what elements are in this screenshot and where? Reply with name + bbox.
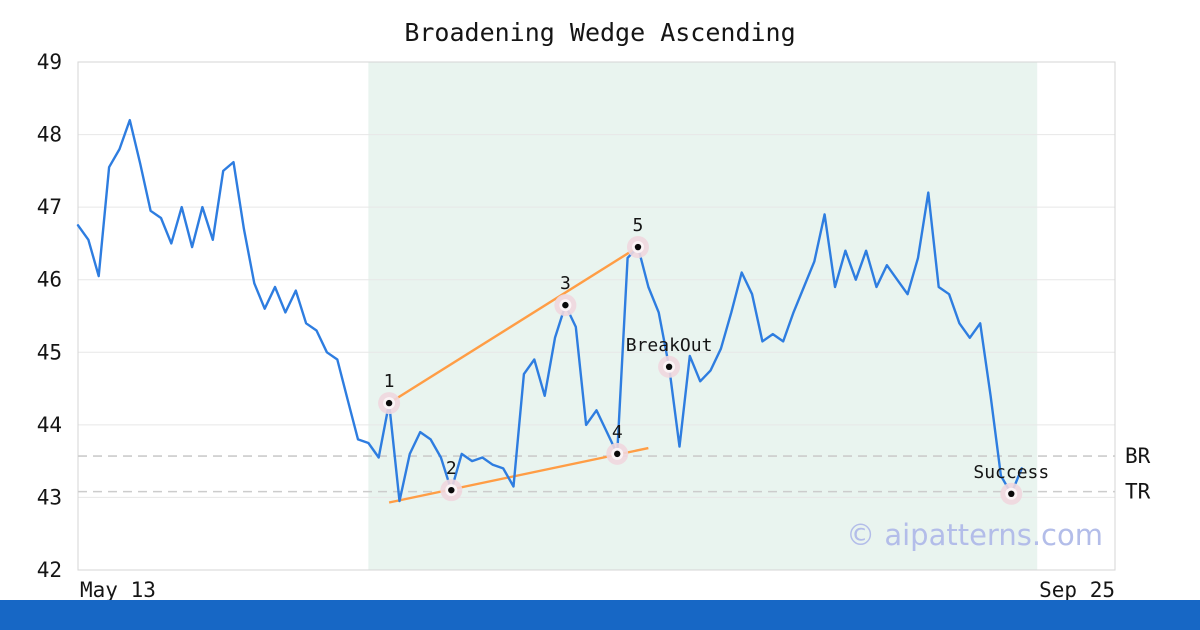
y-tick-label: 48 [37, 123, 62, 147]
y-tick-label: 42 [37, 558, 62, 582]
marker-label-4: 4 [612, 422, 623, 443]
footer-bar [0, 600, 1200, 630]
y-tick-label: 44 [37, 413, 62, 437]
marker-label-success: Success [973, 462, 1049, 483]
level-label-br: BR [1125, 444, 1151, 468]
marker-dot [614, 450, 621, 458]
marker-dot [385, 399, 393, 407]
y-tick-label: 47 [37, 195, 62, 219]
watermark: © aipatterns.com [846, 518, 1103, 552]
y-tick-label: 49 [37, 50, 62, 74]
y-tick-label: 45 [37, 340, 62, 364]
marker-label-3: 3 [560, 273, 571, 294]
trendline-upper [388, 246, 639, 405]
marker-dot [634, 243, 642, 251]
marker-dot [562, 301, 569, 309]
price-line [76, 118, 1023, 503]
marker-label-2: 2 [446, 458, 457, 479]
marker-dot [1008, 490, 1015, 497]
marker-label-breakout: BreakOut [626, 335, 713, 356]
marker-label-1: 1 [384, 371, 395, 392]
trendline-lower [388, 446, 649, 504]
marker-dot [665, 363, 673, 370]
marker-dot [448, 486, 455, 494]
x-tick-label: Sep 25 [1039, 578, 1115, 602]
marker-label-5: 5 [633, 215, 644, 236]
x-tick-label: May 13 [80, 578, 156, 602]
level-label-tr: TR [1125, 480, 1151, 504]
y-tick-label: 46 [37, 268, 62, 292]
chart-title: Broadening Wedge Ascending [404, 18, 796, 47]
y-tick-label: 43 [37, 485, 62, 509]
plot-border [77, 61, 1116, 571]
pattern-shaded-region [368, 62, 1038, 570]
